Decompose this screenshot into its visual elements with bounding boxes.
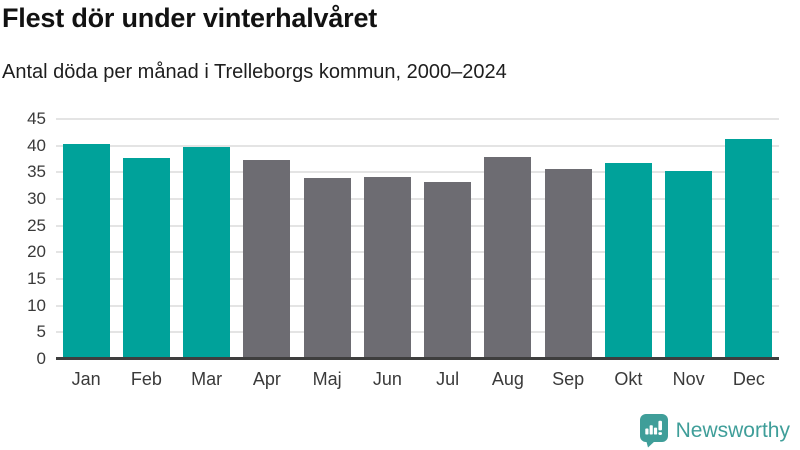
x-tick-label-okt: Okt — [614, 369, 643, 389]
y-tick-label-35: 35 — [27, 162, 46, 182]
x-tick-label-jul: Jul — [436, 369, 460, 389]
newsworthy-bubble-chart-icon — [639, 414, 668, 448]
bar-sep — [544, 169, 592, 359]
bar-jul — [424, 181, 472, 359]
bar-mar — [183, 147, 231, 359]
y-tick-label-10: 10 — [27, 295, 46, 315]
x-tick-label-dec: Dec — [732, 369, 765, 389]
gridline-y-5 — [56, 331, 779, 334]
y-tick-label-30: 30 — [27, 188, 46, 208]
newsworthy-logo-text: Newsworthy — [675, 418, 790, 442]
bar-nov — [665, 171, 713, 359]
x-tick-label-sep: Sep — [552, 369, 585, 389]
bar-jun — [363, 177, 411, 359]
bar-jan — [62, 144, 110, 359]
bar-maj — [303, 178, 351, 359]
y-axis: 0 5 10 15 20 25 30 35 40 45 — [0, 109, 46, 368]
gridline-y-15 — [56, 278, 779, 281]
x-tick-label-maj: Maj — [312, 369, 342, 389]
x-tick-label-feb: Feb — [130, 369, 162, 389]
bar-dec — [725, 139, 773, 359]
bar-okt — [604, 162, 652, 359]
x-tick-label-apr: Apr — [252, 369, 281, 389]
x-axis-baseline — [56, 357, 779, 360]
y-tick-label-20: 20 — [27, 242, 46, 262]
gridline-y-45 — [56, 118, 779, 120]
gridline-y-35 — [56, 171, 779, 174]
x-tick-label-aug: Aug — [491, 369, 524, 389]
x-tick-label-mar: Mar — [191, 369, 223, 389]
x-tick-label-jun: Jun — [372, 369, 402, 389]
y-tick-label-25: 25 — [27, 215, 46, 235]
y-tick-label-40: 40 — [27, 135, 46, 155]
x-tick-label-nov: Nov — [672, 369, 705, 389]
gridline-y-25 — [56, 224, 779, 227]
plot-area — [56, 118, 779, 360]
newsworthy-logo: Newsworthy — [639, 413, 790, 448]
bar-aug — [484, 156, 532, 359]
gridline-y-30 — [56, 198, 779, 201]
chart-title: Flest dör under vinterhalvåret — [2, 3, 378, 33]
bar-apr — [243, 160, 291, 359]
y-tick-label-5: 5 — [36, 322, 46, 342]
gridline-y-20 — [56, 251, 779, 254]
y-tick-label-0: 0 — [36, 349, 46, 368]
chart-subtitle: Antal döda per månad i Trelleborgs kommu… — [2, 61, 507, 83]
bar-feb — [122, 157, 170, 359]
gridline-y-10 — [56, 304, 779, 307]
x-axis: Jan Feb Mar Apr Maj Jun Jul Aug Sep Okt Nov Dec — [56, 367, 779, 393]
x-tick-label-jan: Jan — [71, 369, 101, 389]
gridline-y-40 — [56, 144, 779, 147]
y-tick-label-15: 15 — [27, 268, 46, 288]
y-tick-label-45: 45 — [27, 109, 46, 128]
